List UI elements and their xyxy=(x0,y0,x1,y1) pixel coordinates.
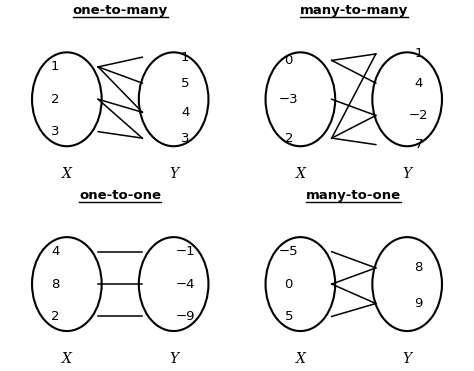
Text: 3: 3 xyxy=(51,125,60,138)
Text: 4: 4 xyxy=(51,245,59,258)
Text: Y: Y xyxy=(169,167,178,181)
Text: 7: 7 xyxy=(414,138,423,151)
Text: X: X xyxy=(62,352,72,365)
Text: −1: −1 xyxy=(175,245,195,258)
Text: X: X xyxy=(295,167,305,181)
Text: 3: 3 xyxy=(181,132,190,145)
Text: 9: 9 xyxy=(415,297,423,310)
Text: 4: 4 xyxy=(181,106,190,119)
Text: −2: −2 xyxy=(409,109,428,122)
Title: one-to-one: one-to-one xyxy=(79,189,161,202)
Title: one-to-many: one-to-many xyxy=(73,4,168,17)
Text: −3: −3 xyxy=(279,93,299,106)
Text: Y: Y xyxy=(169,352,178,365)
Text: Y: Y xyxy=(402,352,412,365)
Title: many-to-one: many-to-one xyxy=(306,189,401,202)
Text: X: X xyxy=(62,167,72,181)
Text: −4: −4 xyxy=(175,278,195,290)
Text: 5: 5 xyxy=(284,310,293,323)
Text: 1: 1 xyxy=(181,51,190,64)
Text: 8: 8 xyxy=(51,278,59,290)
Text: X: X xyxy=(295,352,305,365)
Text: −9: −9 xyxy=(175,310,195,323)
Text: 2: 2 xyxy=(51,93,60,106)
Text: 4: 4 xyxy=(415,76,423,89)
Text: 8: 8 xyxy=(415,262,423,275)
Text: −5: −5 xyxy=(279,245,299,258)
Text: Y: Y xyxy=(402,167,412,181)
Text: 5: 5 xyxy=(181,76,190,89)
Text: 0: 0 xyxy=(284,278,293,290)
Title: many-to-many: many-to-many xyxy=(300,4,408,17)
Text: 2: 2 xyxy=(51,310,60,323)
Text: 1: 1 xyxy=(51,60,60,73)
Text: 2: 2 xyxy=(284,132,293,145)
Text: 0: 0 xyxy=(284,54,293,67)
Text: 1: 1 xyxy=(414,47,423,60)
